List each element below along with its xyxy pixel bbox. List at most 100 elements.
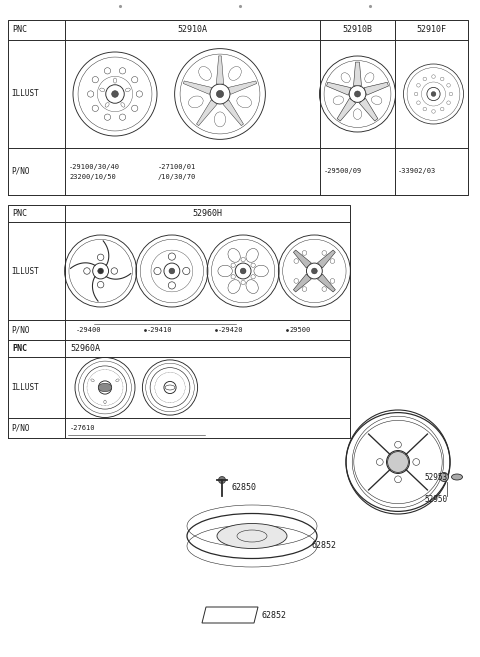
Text: ILLUST: ILLUST (11, 267, 39, 275)
Circle shape (302, 250, 307, 256)
Text: ILLUST: ILLUST (11, 89, 39, 99)
Polygon shape (354, 62, 361, 85)
Text: 52960H: 52960H (192, 209, 223, 218)
Circle shape (354, 91, 360, 97)
Ellipse shape (199, 66, 211, 80)
Polygon shape (183, 81, 212, 95)
Text: P/NO: P/NO (11, 325, 29, 334)
Polygon shape (337, 99, 356, 121)
Text: -29420: -29420 (218, 327, 244, 333)
Circle shape (111, 268, 118, 274)
Text: -27100/01: -27100/01 (158, 164, 196, 170)
Circle shape (395, 476, 401, 483)
Polygon shape (364, 82, 388, 95)
Ellipse shape (121, 102, 125, 107)
Circle shape (441, 77, 444, 81)
Ellipse shape (215, 112, 226, 127)
Circle shape (231, 263, 235, 267)
Text: P/NO: P/NO (11, 167, 29, 176)
Circle shape (394, 458, 402, 466)
Text: 52950: 52950 (424, 495, 447, 503)
Circle shape (312, 268, 317, 274)
Text: -33902/03: -33902/03 (398, 168, 436, 175)
Circle shape (322, 286, 327, 292)
Circle shape (97, 281, 104, 288)
Circle shape (294, 259, 299, 263)
Circle shape (322, 250, 327, 256)
Text: 52960A: 52960A (70, 344, 100, 353)
Circle shape (423, 107, 427, 111)
Circle shape (98, 268, 104, 274)
Circle shape (330, 279, 335, 283)
Circle shape (154, 267, 161, 275)
Circle shape (231, 275, 235, 279)
Circle shape (330, 259, 335, 263)
Ellipse shape (254, 265, 268, 277)
Text: 52910A: 52910A (178, 26, 207, 35)
Circle shape (413, 459, 420, 465)
Text: 52910F: 52910F (417, 26, 446, 35)
Text: -29400: -29400 (76, 327, 101, 333)
Circle shape (132, 76, 138, 83)
Circle shape (218, 476, 226, 484)
Polygon shape (293, 274, 312, 292)
Circle shape (431, 91, 436, 97)
Polygon shape (317, 250, 336, 268)
Circle shape (417, 83, 420, 87)
Circle shape (92, 105, 98, 112)
Ellipse shape (333, 96, 344, 104)
Text: 52910B: 52910B (343, 26, 372, 35)
Polygon shape (317, 274, 336, 292)
Polygon shape (359, 99, 378, 121)
Circle shape (449, 92, 453, 96)
Ellipse shape (246, 248, 258, 262)
Circle shape (441, 107, 444, 111)
Text: /10/30/70: /10/30/70 (158, 173, 196, 179)
Ellipse shape (189, 96, 203, 108)
Ellipse shape (246, 280, 258, 294)
Circle shape (92, 76, 98, 83)
Circle shape (169, 268, 175, 274)
Polygon shape (326, 82, 351, 95)
Circle shape (84, 268, 90, 274)
Text: -29500/09: -29500/09 (324, 168, 362, 175)
Polygon shape (216, 56, 224, 84)
Ellipse shape (228, 66, 241, 80)
Text: 62852: 62852 (262, 610, 287, 620)
Circle shape (87, 91, 94, 97)
Circle shape (414, 92, 418, 96)
Circle shape (395, 442, 401, 448)
Ellipse shape (125, 88, 130, 91)
Ellipse shape (452, 474, 463, 480)
Text: ILLUST: ILLUST (11, 383, 39, 392)
Circle shape (136, 91, 143, 97)
Circle shape (251, 263, 255, 267)
Circle shape (112, 91, 119, 97)
Text: PNC: PNC (12, 344, 27, 353)
Circle shape (432, 75, 435, 78)
Circle shape (98, 269, 103, 273)
Ellipse shape (105, 102, 109, 107)
Ellipse shape (365, 73, 374, 83)
Text: -29100/30/40: -29100/30/40 (69, 164, 120, 170)
Circle shape (168, 385, 172, 390)
Ellipse shape (228, 248, 240, 262)
Polygon shape (196, 100, 217, 125)
Circle shape (447, 83, 450, 87)
Circle shape (241, 281, 245, 284)
Text: PNC: PNC (12, 209, 27, 218)
Ellipse shape (218, 265, 232, 277)
Ellipse shape (113, 78, 117, 83)
Circle shape (423, 77, 427, 81)
Circle shape (447, 101, 450, 104)
Text: PNC: PNC (12, 26, 27, 35)
Circle shape (241, 258, 245, 261)
Circle shape (417, 101, 420, 104)
Circle shape (294, 279, 299, 283)
Ellipse shape (228, 280, 240, 294)
Ellipse shape (237, 96, 252, 108)
Circle shape (168, 282, 176, 289)
Ellipse shape (165, 385, 175, 390)
Circle shape (302, 286, 307, 292)
Circle shape (388, 451, 408, 472)
